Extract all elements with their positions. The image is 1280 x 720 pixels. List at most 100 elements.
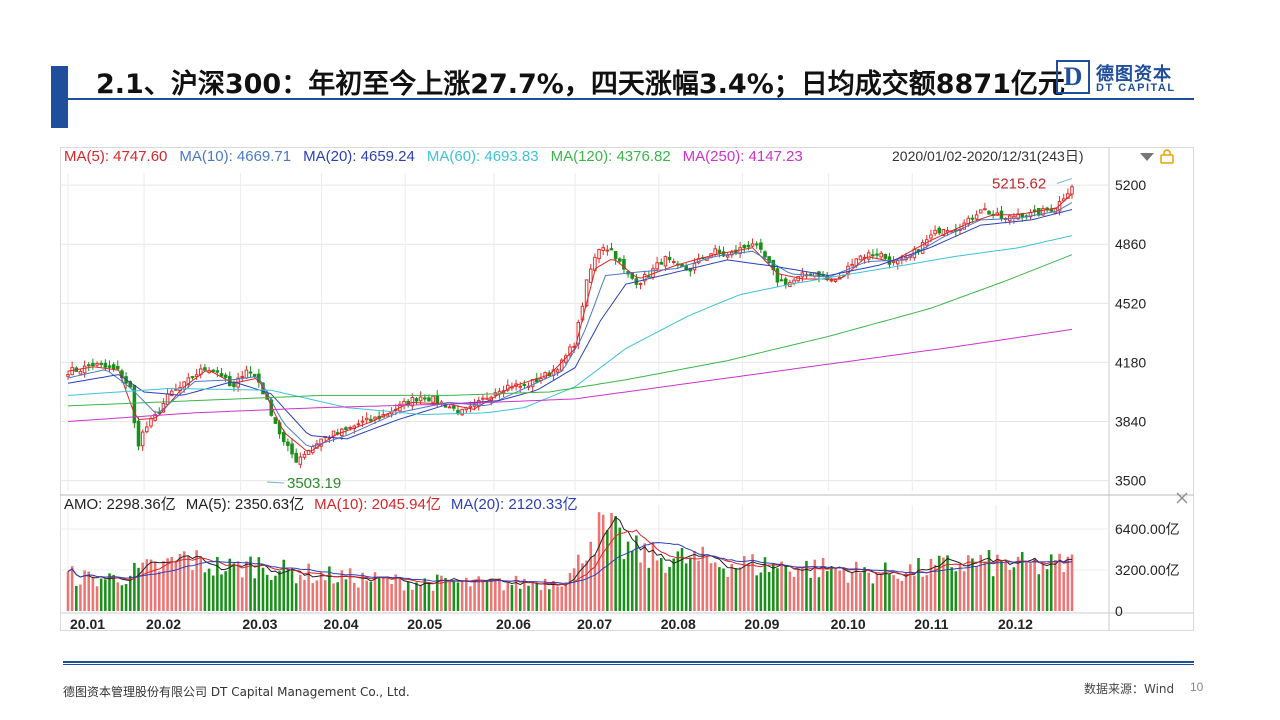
x-tick-label: 20.10: [831, 616, 866, 631]
price-tick-label: 4180: [1115, 354, 1146, 370]
volume-bar: [406, 581, 410, 611]
volume-bar: [224, 571, 227, 611]
volume-bar: [991, 576, 995, 611]
volume-bar: [987, 550, 991, 611]
volume-bar: [278, 571, 281, 611]
volume-bar: [854, 561, 858, 611]
candle-body: [447, 406, 452, 409]
volume-tick-label: 6400.00亿: [1115, 521, 1180, 537]
volume-bar: [577, 554, 580, 611]
candle-body: [883, 254, 888, 259]
volume-bar: [552, 580, 555, 611]
candle-body: [86, 364, 91, 367]
volume-bar: [469, 586, 472, 611]
volume-bar: [124, 584, 128, 611]
volume-bar: [825, 571, 829, 611]
slide-title: 2.1、沪深300：年初至今上涨27.7%，四天涨幅3.4%；日均成交额8871…: [96, 69, 1065, 100]
volume-bar: [211, 575, 215, 611]
chart-frame: [60, 147, 1194, 631]
lock-icon: [1160, 154, 1174, 164]
candle-body: [763, 251, 767, 258]
x-tick-label: 20.05: [407, 616, 442, 631]
x-tick-label: 20.02: [146, 616, 181, 631]
candle-body: [692, 263, 697, 271]
volume-bar: [203, 572, 207, 611]
volume-bar: [207, 568, 211, 611]
volume-bar: [1066, 556, 1070, 611]
volume-bar: [601, 514, 605, 611]
volume-bar: [875, 574, 879, 611]
candle-body: [597, 248, 601, 260]
volume-bar: [996, 554, 999, 611]
candle-body: [783, 278, 788, 285]
volume-bar: [377, 577, 381, 611]
volume-bar: [655, 560, 659, 611]
candle-body: [344, 427, 348, 430]
candle-body: [244, 369, 249, 379]
volume-bar: [921, 576, 924, 611]
volume-bar: [838, 570, 841, 611]
volume-bar: [108, 573, 111, 611]
volume-bar: [830, 566, 833, 611]
volume-bar: [357, 587, 360, 611]
candle-body: [281, 432, 286, 443]
candle-body: [294, 452, 298, 463]
candle-body: [875, 253, 879, 256]
volume-bar: [473, 580, 476, 611]
volume-legend-item: MA(20): 2120.33亿: [451, 496, 578, 513]
volume-bar: [460, 580, 464, 611]
volume-bar: [87, 571, 91, 611]
candle-body: [427, 397, 431, 402]
volume-legend-item: MA(5): 2350.63亿: [186, 496, 304, 513]
volume-bar: [597, 512, 601, 611]
price-legend-item: MA(120): 4376.82: [551, 148, 671, 165]
volume-bar: [618, 527, 622, 611]
price-legend-item: MA(60): 4693.83: [427, 148, 539, 165]
volume-legend-item: AMO: 2298.36亿: [64, 496, 176, 513]
candle-body: [211, 369, 215, 372]
volume-bar: [141, 562, 144, 611]
volume-bar: [572, 568, 576, 611]
candle-body: [194, 374, 199, 378]
volume-bar: [709, 563, 713, 611]
candle-body: [418, 396, 423, 402]
volume-bar: [784, 566, 788, 611]
volume-bar: [676, 551, 680, 611]
candle-body: [671, 261, 676, 264]
volume-bar: [303, 579, 306, 611]
volume-legend-item: MA(10): 2045.94亿: [314, 496, 441, 513]
candle-body: [140, 431, 145, 447]
candle-body: [78, 370, 83, 375]
candle-body: [103, 362, 108, 368]
volume-bar: [382, 576, 385, 611]
volume-bar: [796, 569, 800, 611]
footer-source: 数据来源：Wind: [1084, 682, 1175, 696]
candle-body: [369, 418, 373, 422]
volume-bar: [174, 560, 178, 611]
candle-body: [190, 376, 195, 379]
volume-bar: [908, 564, 912, 611]
volume-bar: [888, 574, 891, 611]
candle-body: [485, 397, 489, 400]
volume-bar: [518, 588, 522, 611]
volume-bar: [465, 577, 468, 611]
volume-bar: [884, 562, 887, 611]
volume-bar: [626, 541, 630, 611]
volume-bar: [747, 563, 750, 611]
candle-body: [215, 370, 220, 373]
volume-bar: [651, 541, 655, 611]
volume-bar: [1070, 554, 1074, 611]
volume-bar: [718, 567, 721, 611]
volume-bar: [1016, 556, 1020, 611]
candle-body: [435, 394, 440, 404]
volume-bar: [896, 578, 900, 611]
volume-bar: [99, 578, 103, 611]
volume-bar: [684, 563, 688, 611]
volume-bar: [182, 551, 186, 611]
candle-body: [232, 383, 236, 388]
candle-body: [373, 416, 377, 420]
candle-body: [717, 249, 722, 254]
volume-bar: [307, 563, 310, 611]
volume-bar: [767, 572, 771, 611]
candle-body: [601, 247, 605, 251]
